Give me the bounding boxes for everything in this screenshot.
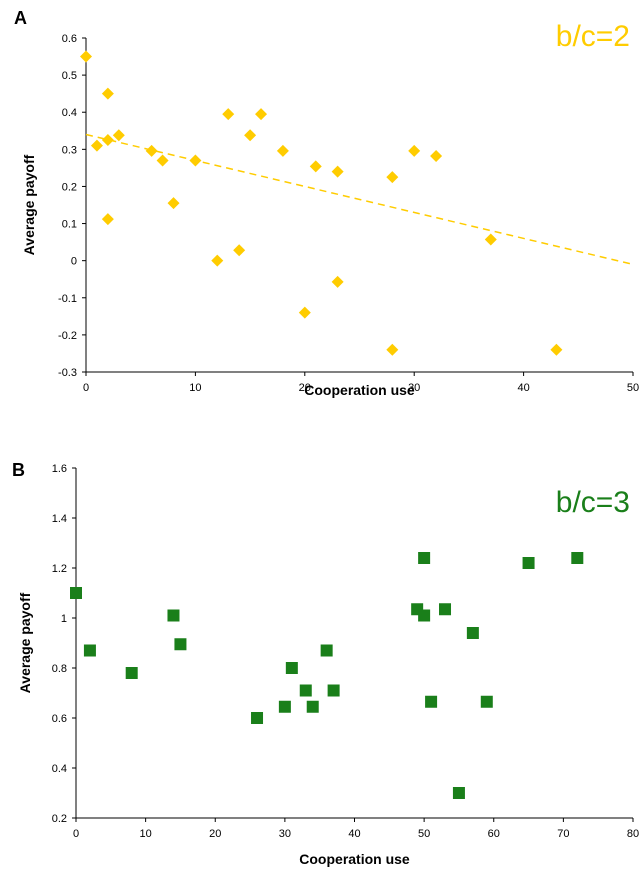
x-tick-label: 10 [140, 828, 152, 840]
data-point [167, 609, 180, 622]
data-point [439, 603, 452, 616]
x-tick-label: 80 [627, 828, 639, 840]
data-point [125, 667, 138, 679]
x-tick-label: 40 [517, 382, 529, 394]
data-point [285, 662, 298, 674]
data-point [418, 552, 431, 564]
data-point [167, 197, 180, 210]
y-tick-label: 0.3 [62, 144, 77, 156]
data-point [101, 87, 114, 100]
x-tick-label: 10 [189, 382, 201, 394]
x-axis-title: Cooperation use [299, 851, 410, 867]
data-point [90, 139, 103, 152]
y-tick-label: 0.2 [62, 181, 77, 193]
panel-label: B [12, 460, 25, 480]
x-tick-label: 30 [279, 828, 291, 840]
data-point [331, 165, 344, 178]
y-axis-title: Average payoff [17, 592, 33, 693]
data-point [101, 213, 114, 226]
data-point [189, 154, 202, 167]
chart-panel-b: 0.2 0.4 0.6 0.8 1 1.2 1.4 1.6 0 10 20 30 40 50 60 70 80 C… [12, 460, 639, 867]
data-point [251, 712, 264, 724]
y-axis-title: Average payoff [21, 154, 37, 255]
data-point [299, 684, 312, 697]
x-tick-label: 0 [83, 382, 89, 394]
data-point [222, 108, 235, 121]
x-tick-label: 30 [408, 382, 420, 394]
data-point [244, 129, 257, 142]
data-point [386, 171, 399, 184]
y-tick-label: 0.1 [62, 219, 77, 231]
data-point [70, 587, 82, 599]
data-point [320, 644, 333, 657]
data-point [276, 144, 289, 157]
data-point [101, 134, 114, 147]
y-tick-label: 0 [71, 256, 77, 268]
data-point [452, 787, 465, 799]
y-tick-label: 1.6 [52, 463, 67, 475]
x-tick-label: 20 [299, 382, 311, 394]
y-tick-label: 0.6 [62, 33, 77, 45]
y-tick-label: 0.4 [52, 763, 67, 775]
y-tick-label: -0.2 [58, 330, 77, 342]
data-point [327, 684, 340, 697]
data-point [408, 144, 421, 157]
x-tick-label: 60 [488, 828, 500, 840]
data-point [480, 695, 493, 708]
y-tick-label: 1.2 [52, 563, 67, 575]
y-tick-label: 0.5 [62, 70, 77, 82]
data-point [80, 50, 92, 63]
data-point [83, 644, 96, 657]
data-point [112, 129, 125, 142]
data-point [386, 343, 399, 356]
y-tick-label: 0.6 [52, 713, 67, 725]
data-point [145, 144, 158, 157]
y-tick-label: -0.1 [58, 293, 77, 305]
data-point [174, 638, 187, 651]
data-point [430, 150, 443, 163]
x-tick-label: 0 [73, 828, 79, 840]
data-point [522, 557, 535, 569]
data-point [306, 700, 319, 713]
data-point [309, 160, 322, 173]
x-tick-label: 50 [418, 828, 430, 840]
y-tick-label: -0.3 [58, 367, 77, 379]
data-point [255, 108, 268, 121]
data-point [425, 695, 438, 708]
x-tick-label: 40 [348, 828, 360, 840]
data-point [211, 254, 224, 267]
data-point [278, 700, 291, 713]
x-tick-label: 50 [627, 382, 639, 394]
y-tick-label: 0.4 [62, 107, 77, 119]
y-tick-label: 1.4 [52, 513, 67, 525]
data-point [418, 609, 431, 622]
annotation-label: b/c=2 [556, 20, 630, 53]
data-point [466, 627, 479, 639]
data-point [233, 244, 246, 257]
x-tick-label: 70 [557, 828, 569, 840]
data-point [550, 343, 563, 356]
y-tick-label: 0.8 [52, 663, 67, 675]
trendline [85, 133, 634, 266]
x-axis-title: Cooperation use [304, 382, 415, 398]
x-tick-label: 20 [209, 828, 221, 840]
data-point [484, 233, 497, 246]
data-point [331, 275, 344, 288]
annotation-label: b/c=3 [556, 486, 630, 519]
data-point [156, 154, 169, 167]
y-tick-label: 0.2 [52, 813, 67, 825]
chart-panel-a: -0.3 -0.2 -0.1 0 0.1 0.2 0.3 0.4 0.5 0.6 0 10 20 30 40… [14, 8, 639, 398]
data-point [298, 306, 311, 319]
data-point [571, 552, 584, 564]
y-tick-label: 1 [61, 613, 67, 625]
panel-label: A [14, 8, 27, 28]
